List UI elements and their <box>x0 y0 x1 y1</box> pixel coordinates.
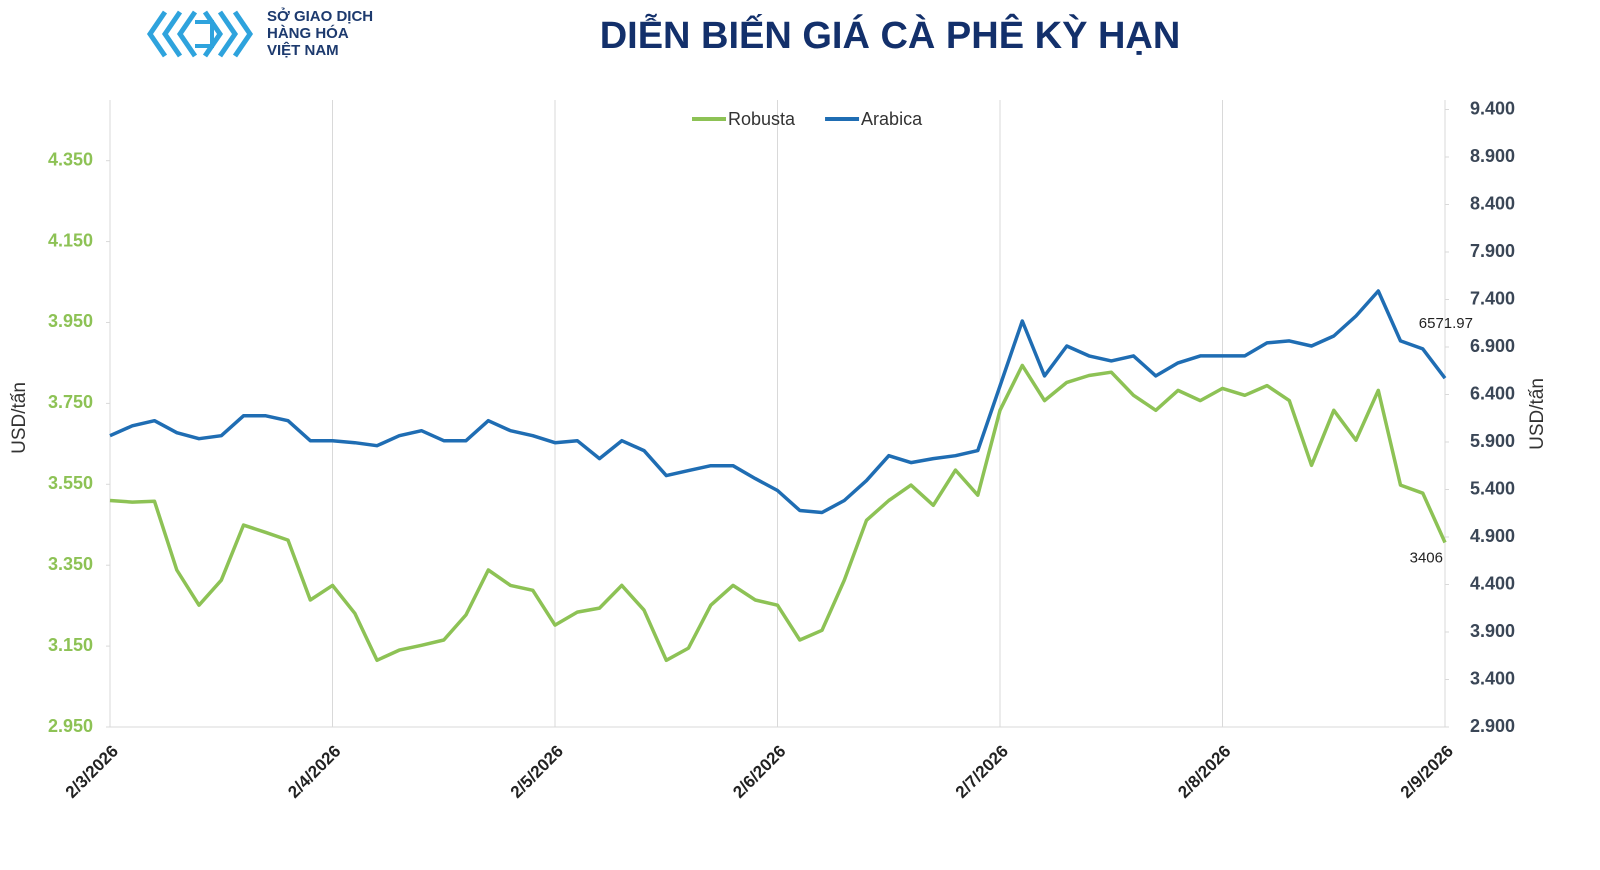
y2-tick-label: 3.900 <box>1470 621 1515 641</box>
y2-tick-label: 6.900 <box>1470 336 1515 356</box>
y-tick-label: 3.150 <box>48 635 93 655</box>
y2-tick-label: 3.400 <box>1470 668 1515 688</box>
y2-tick-label: 5.900 <box>1470 431 1515 451</box>
y2-tick-label: 4.400 <box>1470 573 1515 593</box>
x-tick-label: 2/9/2026 <box>1397 742 1457 802</box>
y2-tick-label: 7.400 <box>1470 288 1515 308</box>
y2-axis-title: USD/tấn <box>1527 378 1548 450</box>
logo-text: SỞ GIAO DỊCH <box>267 7 373 25</box>
y-tick-label: 3.750 <box>48 392 93 412</box>
series-line <box>109 289 1447 515</box>
y2-tick-label: 8.900 <box>1470 146 1515 166</box>
y2-tick-label: 9.400 <box>1470 98 1515 118</box>
x-tick-label: 2/7/2026 <box>952 742 1012 802</box>
x-tick-label: 2/5/2026 <box>507 742 567 802</box>
data-label: 3406 <box>1410 550 1443 567</box>
logo-mark <box>146 10 254 58</box>
y-tick-label: 3.950 <box>48 311 93 331</box>
x-tick-label: 2/4/2026 <box>284 742 344 802</box>
y-tick-label: 4.350 <box>48 149 93 169</box>
y-tick-label: 4.150 <box>48 230 93 250</box>
legend-label: Arabica <box>861 109 923 129</box>
y2-tick-label: 8.400 <box>1470 193 1515 213</box>
data-label: 6571.97 <box>1419 315 1473 332</box>
y-axis-title: USD/tấn <box>9 382 30 454</box>
series-line <box>109 363 1447 663</box>
y-tick-label: 3.550 <box>48 473 93 493</box>
y2-tick-label: 2.900 <box>1470 716 1515 736</box>
y-tick-label: 2.950 <box>48 716 93 736</box>
y-tick-label: 3.350 <box>48 554 93 574</box>
y2-tick-label: 7.900 <box>1470 241 1515 261</box>
y2-tick-label: 6.400 <box>1470 383 1515 403</box>
logo-text: HÀNG HÓA <box>267 24 349 42</box>
x-tick-label: 2/6/2026 <box>729 742 789 802</box>
logo-text: VIỆT NAM <box>267 41 339 59</box>
x-tick-label: 2/8/2026 <box>1174 742 1234 802</box>
y2-tick-label: 5.400 <box>1470 478 1515 498</box>
chart-title: DIỄN BIẾN GIÁ CÀ PHÊ KỲ HẠN <box>600 13 1181 57</box>
legend-label: Robusta <box>728 109 796 129</box>
x-tick-label: 2/3/2026 <box>62 742 122 802</box>
y2-tick-label: 4.900 <box>1470 526 1515 546</box>
